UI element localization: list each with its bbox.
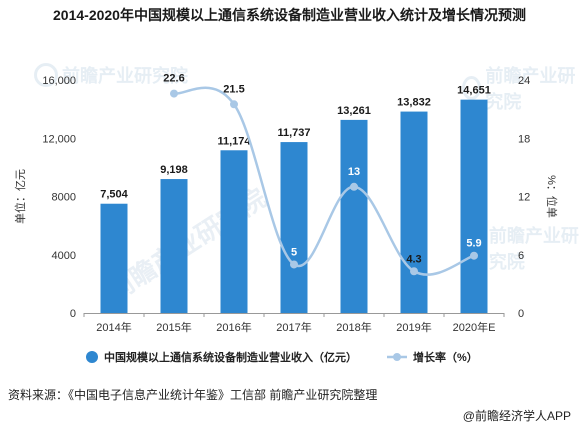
bar (460, 99, 488, 314)
watermark-logo-icon: 前瞻产业研究院 (462, 62, 579, 114)
legend-line-label: 增长率（%） (413, 350, 478, 364)
y-right-tick-label: 0 (518, 308, 524, 320)
bar (400, 111, 428, 313)
source-note: 资料来源：《中国电子信息产业统计年鉴》工信部 前瞻产业研究院整理 (8, 388, 378, 402)
growth-point (290, 260, 298, 269)
growth-point (170, 89, 178, 98)
watermark-logo-icon: 前瞻产业研究院 (34, 62, 188, 88)
growth-point (350, 182, 358, 191)
x-tick-label: 2015年 (156, 320, 191, 334)
growth-value-label: 13 (348, 166, 360, 178)
y-right-axis-title: %：位单 (545, 175, 559, 218)
growth-value-label: 21.5 (223, 83, 244, 95)
y-left-tick-label: 16,000 (42, 75, 76, 87)
legend-bar-swatch (86, 351, 98, 363)
y-left-tick-label: 0 (70, 308, 76, 320)
bar-value-label: 9,198 (160, 164, 188, 176)
bar-value-label: 11,174 (217, 135, 251, 147)
chart-title: 2014-2020年中国规模以上通信系统设备制造业营业收入统计及增长情况预测 (53, 7, 526, 23)
bar-value-label: 13,832 (397, 97, 431, 109)
bar (220, 150, 248, 313)
x-tick-label: 2017年 (276, 320, 311, 334)
bar (280, 142, 308, 313)
y-left-tick-label: 12,000 (42, 133, 76, 145)
y-right-tick-label: 24 (518, 75, 530, 87)
growth-value-label: 22.6 (163, 73, 184, 85)
y-right-tick-label: 18 (518, 133, 530, 145)
y-left-tick-label: 8000 (52, 192, 76, 204)
bar-value-label: 13,261 (337, 105, 371, 117)
growth-line (173, 86, 475, 276)
bar (100, 203, 128, 313)
y-right-tick-label: 6 (518, 250, 524, 262)
legend-bar-label: 中国规模以上通信系统设备制造业营业收入（亿元） (104, 350, 357, 364)
chart-svg: 0 4000 8000 12,000 16,000 0 6 12 18 24 单位：亿元 %：位单 7,… (13, 73, 559, 364)
legend-line-marker (393, 353, 401, 361)
bar (160, 179, 188, 313)
growth-point (230, 100, 238, 109)
x-tick-label: 2018年 (336, 320, 371, 334)
y-right-tick-label: 12 (518, 192, 530, 204)
x-tick-label: 2020年E (453, 320, 496, 334)
bar-value-label: 7,504 (100, 189, 128, 201)
growth-value-label: 4.3 (406, 253, 421, 265)
y-left-tick-label: 4000 (52, 250, 76, 262)
growth-value-label: 5 (291, 246, 297, 258)
bar (340, 119, 368, 313)
credit-text: @前瞻经济学人APP (462, 409, 571, 423)
y-left-axis-title: 单位：亿元 (13, 169, 27, 224)
bar-value-label: 14,651 (457, 85, 491, 97)
growth-point (470, 251, 478, 260)
bar-value-label: 11,737 (277, 127, 310, 139)
x-tick-label: 2019年 (396, 320, 431, 334)
growth-point (410, 267, 418, 276)
x-tick-label: 2016年 (216, 320, 251, 334)
x-tick-label: 2014年 (96, 320, 131, 334)
growth-value-label: 5.9 (466, 238, 481, 250)
